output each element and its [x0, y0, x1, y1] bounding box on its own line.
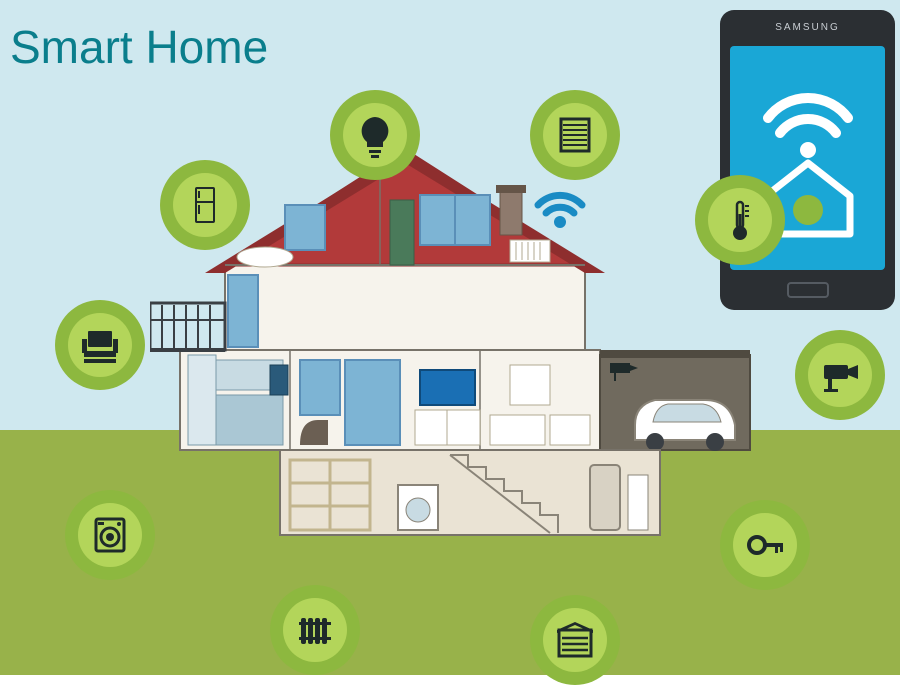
feature-bubble — [530, 595, 620, 685]
feature-bubble — [795, 330, 885, 420]
washer-icon — [78, 503, 143, 568]
phone-home-button — [787, 282, 829, 298]
feature-bubble — [330, 90, 420, 180]
feature-bubble — [695, 175, 785, 265]
phone-brand: SAMSUNG — [720, 22, 895, 33]
media-icon — [68, 313, 133, 378]
feature-bubble — [160, 160, 250, 250]
blinds-icon — [543, 103, 608, 168]
feature-bubble — [270, 585, 360, 675]
smartphone: SAMSUNG — [720, 10, 895, 310]
lightbulb-icon — [343, 103, 408, 168]
feature-bubble — [65, 490, 155, 580]
garage-door-icon — [543, 608, 608, 673]
wifi-icon — [530, 175, 590, 230]
infographic-stage: Smart Home — [0, 0, 900, 675]
feature-bubble — [720, 500, 810, 590]
feature-bubble — [530, 90, 620, 180]
page-title: Smart Home — [10, 20, 268, 74]
camera-icon — [808, 343, 873, 408]
fridge-icon — [173, 173, 238, 238]
radiator-icon — [283, 598, 348, 663]
thermometer-icon — [708, 188, 773, 253]
feature-bubble — [55, 300, 145, 390]
key-icon — [733, 513, 798, 578]
